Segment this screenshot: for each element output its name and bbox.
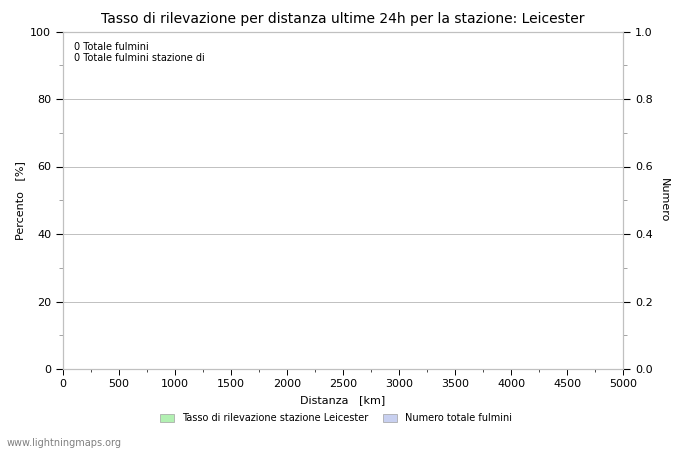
Legend: Tasso di rilevazione stazione Leicester, Numero totale fulmini: Tasso di rilevazione stazione Leicester,…: [156, 410, 516, 427]
Title: Tasso di rilevazione per distanza ultime 24h per la stazione: Leicester: Tasso di rilevazione per distanza ultime…: [102, 12, 584, 26]
Y-axis label: Percento   [%]: Percento [%]: [15, 161, 24, 240]
X-axis label: Distanza   [km]: Distanza [km]: [300, 395, 386, 405]
Text: www.lightningmaps.org: www.lightningmaps.org: [7, 438, 122, 448]
Y-axis label: Numero: Numero: [659, 178, 669, 222]
Text: 0 Totale fulmini
0 Totale fulmini stazione di: 0 Totale fulmini 0 Totale fulmini stazio…: [74, 42, 205, 63]
